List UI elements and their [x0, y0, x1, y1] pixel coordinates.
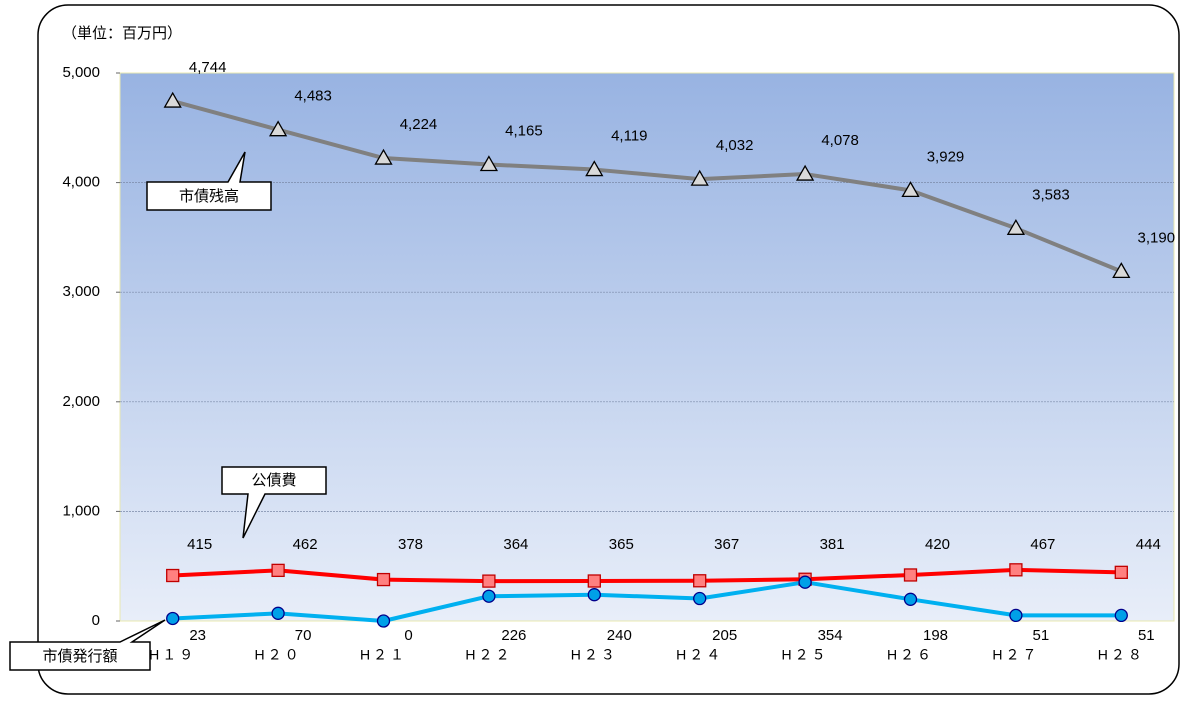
y-tick-label: 3,000 [62, 283, 100, 300]
data-label: 3,190 [1138, 229, 1176, 246]
x-tick-label: H２８ [1098, 647, 1145, 663]
marker [690, 169, 709, 186]
marker [1009, 608, 1023, 623]
data-label: 420 [925, 536, 950, 553]
marker [376, 614, 391, 628]
data-label: 198 [923, 627, 948, 644]
y-tick-label: 1,000 [62, 502, 100, 519]
marker [587, 574, 601, 588]
marker [271, 606, 285, 620]
marker [1112, 262, 1131, 279]
data-label: 4,078 [821, 132, 859, 149]
marker [1009, 563, 1023, 577]
marker [268, 120, 288, 137]
marker [1114, 565, 1128, 579]
marker [585, 160, 604, 177]
data-label: 23 [189, 627, 206, 644]
x-tick-label: H２２ [465, 647, 512, 663]
data-label: 51 [1138, 627, 1155, 644]
marker [374, 148, 393, 165]
data-label: 3,929 [927, 148, 965, 165]
y-tick-label: 2,000 [62, 393, 100, 410]
marker [482, 574, 496, 588]
marker [166, 611, 180, 626]
marker [1006, 218, 1026, 235]
marker [163, 91, 182, 108]
plot-area [119, 72, 1175, 622]
marker [482, 589, 496, 603]
x-tick-label: H２１ [360, 647, 407, 663]
x-tick-label: H２６ [887, 647, 934, 663]
marker [166, 568, 180, 583]
data-label: 367 [714, 536, 739, 553]
data-label: 444 [1136, 536, 1161, 553]
x-tick-label: H１９ [149, 647, 196, 663]
marker [903, 568, 918, 582]
series-line [172, 99, 1123, 274]
data-label: 4,032 [716, 137, 754, 154]
x-tick-label: H２４ [676, 647, 723, 663]
series-line [172, 580, 1122, 623]
callouts: 市債残高 公債費 市債発行額 [9, 151, 327, 671]
marker [798, 575, 812, 589]
data-label: 462 [293, 536, 318, 553]
data-label: 205 [712, 627, 737, 644]
marker [901, 181, 920, 198]
unit-label: （単位：百万円） [62, 25, 182, 42]
callout-box [146, 151, 272, 211]
callout-box [9, 619, 166, 671]
data-label: 4,119 [611, 128, 647, 145]
data-label: 467 [1030, 536, 1055, 553]
data-label: 354 [818, 627, 843, 644]
x-tick-label: H２３ [571, 647, 618, 663]
x-tick-label: H２７ [992, 647, 1039, 663]
data-label: 365 [609, 536, 634, 553]
marker [1114, 608, 1128, 623]
callout-box [221, 466, 327, 539]
data-label: 70 [295, 627, 312, 644]
callout-text: 公債費 [251, 472, 296, 489]
data-label: 0 [404, 627, 412, 644]
data-label: 415 [187, 536, 212, 553]
data-label: 51 [1033, 627, 1050, 644]
data-label: 381 [820, 536, 845, 553]
marker [693, 574, 707, 588]
data-label: 4,224 [400, 116, 438, 133]
data-label: 364 [503, 536, 528, 553]
callout-text: 市債発行額 [42, 648, 117, 665]
marker [903, 592, 918, 606]
y-tick-label: 4,000 [62, 174, 100, 191]
marker [479, 155, 499, 172]
data-label: 378 [398, 536, 423, 553]
callout-text: 市債残高 [179, 188, 239, 205]
y-tick-label: 0 [92, 612, 100, 629]
data-label: 4,483 [294, 88, 332, 105]
series-line [172, 567, 1122, 584]
marker [693, 591, 707, 606]
data-label: 4,744 [189, 59, 227, 76]
x-tick-label: H２５ [782, 647, 829, 663]
marker [271, 563, 285, 578]
data-label: 240 [607, 627, 632, 644]
x-tick-label: H２０ [255, 647, 302, 663]
marker [376, 572, 391, 587]
data-label: 226 [501, 627, 526, 644]
marker [795, 164, 815, 181]
data-label: 4,165 [505, 122, 543, 139]
data-label: 3,583 [1032, 186, 1070, 203]
y-tick-label: 5,000 [62, 64, 100, 81]
marker [587, 588, 601, 602]
